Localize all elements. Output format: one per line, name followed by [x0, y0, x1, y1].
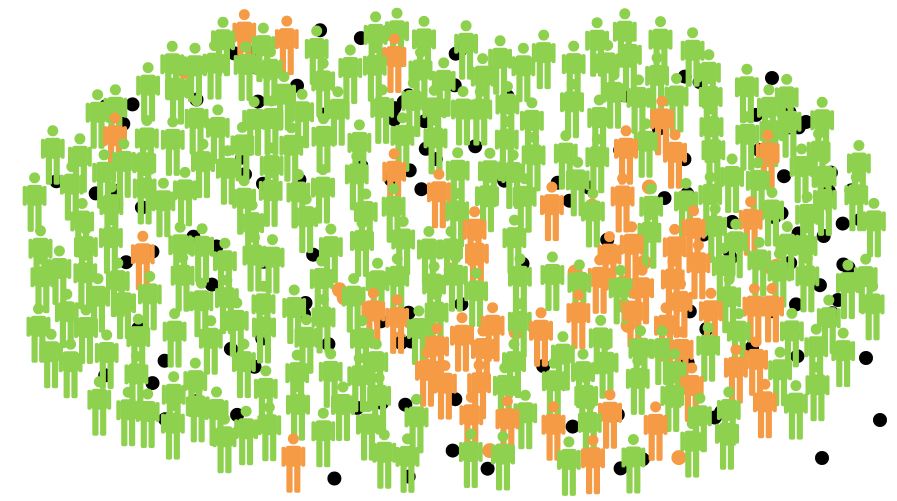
- black-dot-marker: [777, 169, 791, 184]
- orange-person-icon: [529, 307, 553, 367]
- green-person-icon: [372, 429, 397, 489]
- black-dot-marker: [789, 297, 803, 312]
- green-person-icon: [561, 40, 586, 101]
- black-dot-marker: [327, 471, 342, 486]
- green-person-icon: [680, 418, 705, 478]
- green-person-icon: [136, 62, 161, 122]
- black-dot-marker: [835, 216, 850, 231]
- black-dot-marker: [799, 115, 813, 129]
- black-dot-marker: [119, 255, 134, 270]
- green-person-icon: [212, 413, 237, 474]
- orange-person-icon: [566, 289, 591, 350]
- green-person-icon: [783, 380, 808, 440]
- green-person-icon: [160, 400, 185, 460]
- green-person-icon: [861, 197, 886, 258]
- green-person-icon: [286, 381, 310, 441]
- black-dot-marker: [815, 451, 829, 465]
- green-person-icon: [160, 116, 185, 176]
- black-dot-marker: [765, 71, 779, 85]
- green-person-icon: [458, 428, 483, 488]
- green-person-icon: [22, 172, 47, 232]
- green-person-icon: [805, 361, 830, 422]
- orange-dot-marker: [671, 450, 687, 466]
- green-person-icon: [294, 193, 319, 254]
- orange-person-icon: [281, 433, 306, 493]
- black-dot-marker: [565, 419, 580, 434]
- black-dot-marker: [859, 351, 873, 365]
- people-layer: [22, 7, 886, 496]
- black-dot-marker: [414, 182, 429, 197]
- black-dot-marker: [480, 461, 495, 476]
- black-dot-marker: [445, 443, 460, 458]
- green-person-icon: [395, 433, 420, 493]
- black-dot-marker: [145, 376, 160, 391]
- green-person-icon: [309, 255, 334, 315]
- green-person-icon: [621, 434, 646, 494]
- black-dot-marker: [125, 97, 140, 112]
- orange-person-icon: [643, 401, 668, 461]
- green-person-icon: [311, 407, 336, 468]
- green-person-icon: [540, 251, 565, 311]
- orange-person-icon: [539, 181, 564, 242]
- black-dot-marker: [873, 413, 887, 427]
